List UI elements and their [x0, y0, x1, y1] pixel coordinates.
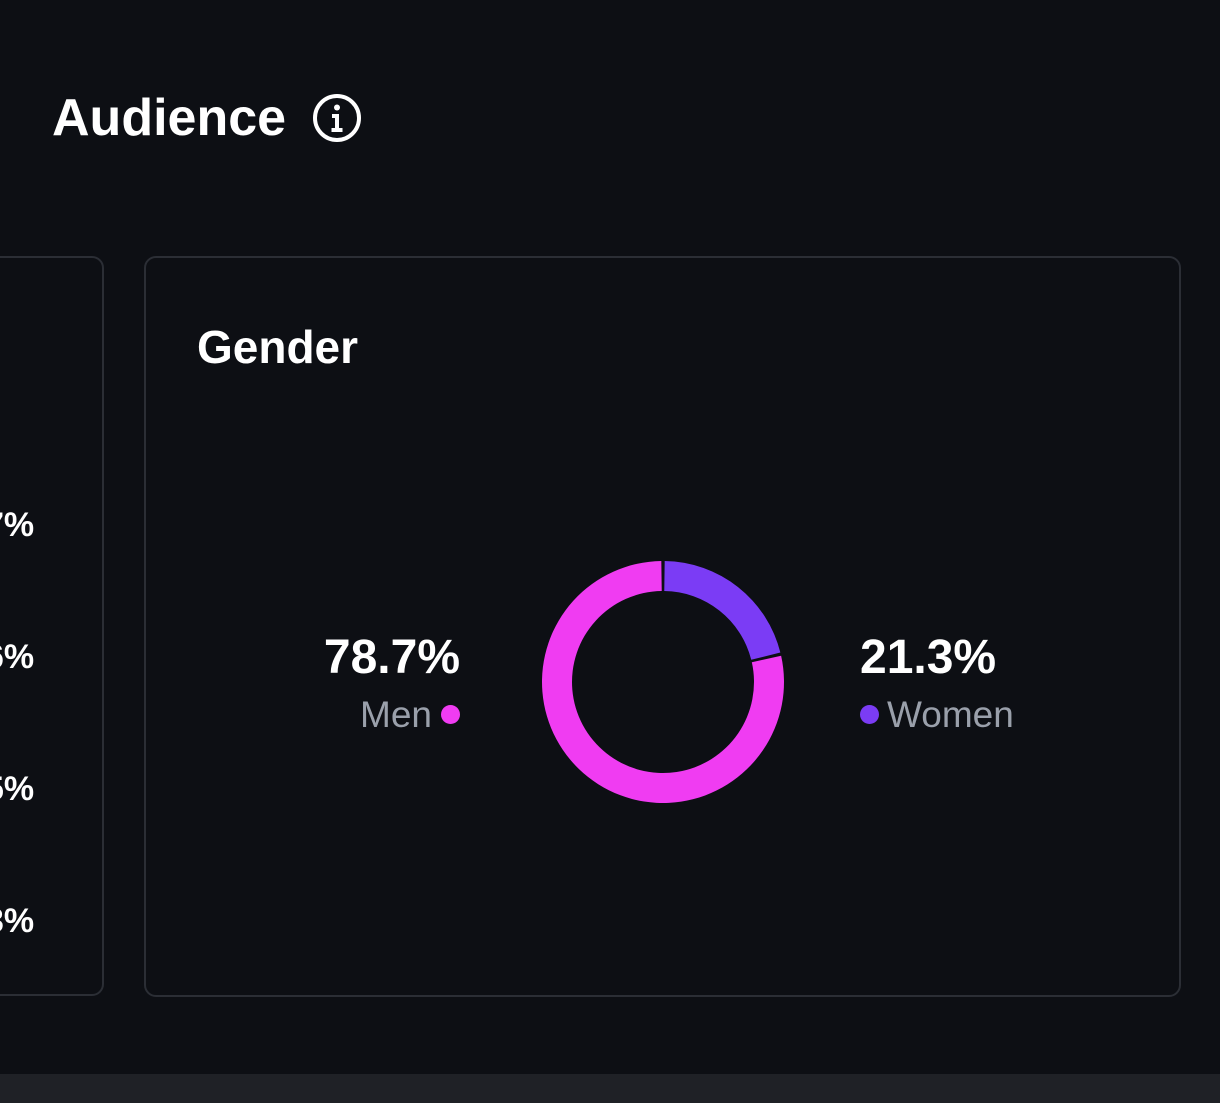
men-stat: 78.7% Men [324, 634, 460, 733]
left-card-value: 6% [0, 638, 35, 676]
header: Audience [52, 88, 362, 148]
info-icon[interactable] [312, 93, 362, 143]
women-legend: Women [860, 696, 1014, 733]
gender-donut-chart [542, 561, 784, 803]
left-card-value: 5% [0, 770, 35, 808]
women-percentage: 21.3% [860, 631, 997, 684]
gender-card: Gender 78.7% Men 21.3% Women [144, 256, 1181, 997]
page-title: Audience [52, 89, 287, 147]
partial-left-card: 7% 6% 5% 3% [0, 256, 104, 996]
left-card-value: 7% [0, 506, 35, 544]
women-dot-icon [860, 705, 879, 724]
men-percentage: 78.7% [323, 631, 460, 684]
men-legend: Men [324, 696, 460, 733]
women-stat: 21.3% Women [860, 634, 1014, 733]
men-label: Men [360, 694, 432, 735]
men-dot-icon [441, 705, 460, 724]
horizontal-scrollbar[interactable] [0, 1074, 1220, 1103]
donut-slice-women [664, 561, 781, 660]
women-label: Women [887, 694, 1014, 735]
gender-card-title: Gender [197, 321, 359, 373]
left-card-value: 3% [0, 902, 35, 940]
